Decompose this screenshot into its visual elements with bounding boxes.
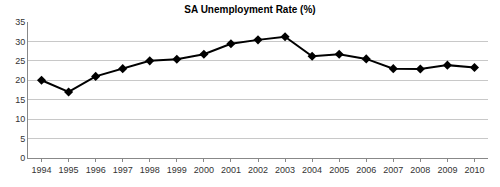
svg-text:20: 20 (15, 75, 25, 85)
svg-text:0: 0 (20, 153, 25, 163)
svg-text:2001: 2001 (221, 165, 241, 175)
svg-text:1999: 1999 (167, 165, 187, 175)
svg-text:2005: 2005 (329, 165, 349, 175)
svg-text:2007: 2007 (383, 165, 403, 175)
svg-text:2008: 2008 (410, 165, 430, 175)
svg-text:2003: 2003 (275, 165, 295, 175)
svg-text:2002: 2002 (248, 165, 268, 175)
svg-text:1996: 1996 (86, 165, 106, 175)
svg-text:1994: 1994 (32, 165, 52, 175)
svg-text:2006: 2006 (356, 165, 376, 175)
svg-text:5: 5 (20, 134, 25, 144)
svg-text:2010: 2010 (464, 165, 484, 175)
svg-text:1998: 1998 (140, 165, 160, 175)
svg-text:2009: 2009 (437, 165, 457, 175)
svg-text:15: 15 (15, 95, 25, 105)
svg-text:30: 30 (15, 37, 25, 47)
svg-text:35: 35 (15, 17, 25, 27)
svg-text:1997: 1997 (113, 165, 133, 175)
svg-text:SA Unemployment Rate (%): SA Unemployment Rate (%) (184, 4, 315, 15)
svg-text:2000: 2000 (194, 165, 214, 175)
svg-text:2004: 2004 (302, 165, 322, 175)
svg-text:10: 10 (15, 114, 25, 124)
svg-text:1995: 1995 (59, 165, 79, 175)
svg-text:25: 25 (15, 56, 25, 66)
